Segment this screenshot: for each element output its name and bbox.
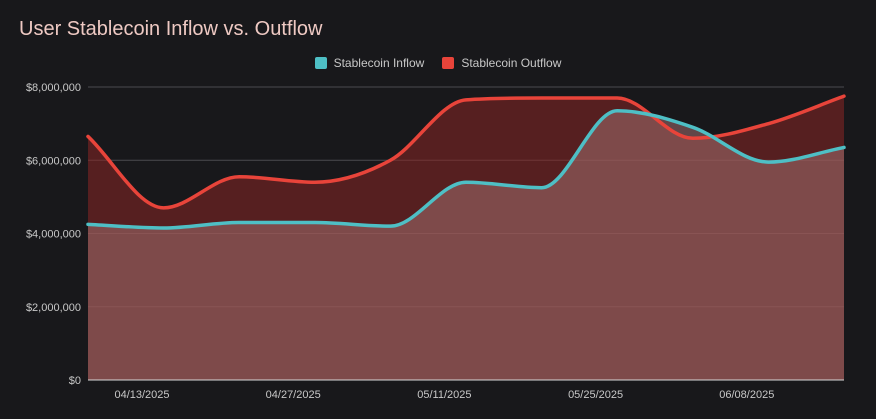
legend-item-outflow[interactable]: Stablecoin Outflow xyxy=(442,56,561,70)
x-tick-label: 04/13/2025 xyxy=(114,389,169,401)
legend: Stablecoin Inflow Stablecoin Outflow xyxy=(0,56,876,70)
y-tick-label: $2,000,000 xyxy=(26,302,81,314)
chart-title: User Stablecoin Inflow vs. Outflow xyxy=(19,18,323,40)
x-tick-label: 05/11/2025 xyxy=(417,389,471,401)
legend-swatch-inflow xyxy=(314,57,327,69)
x-tick-label: 04/27/2025 xyxy=(266,389,321,401)
series-line-inflow xyxy=(86,109,846,230)
legend-swatch-outflow xyxy=(442,57,455,69)
x-tick-label: 05/25/2025 xyxy=(568,389,623,401)
axes: $0 $2,000,000 $4,000,000 $6,000,000 $8,000,0… xyxy=(26,82,844,401)
series-line-outflow xyxy=(86,94,846,210)
series-lines xyxy=(86,94,846,230)
y-tick-label: $0 xyxy=(69,375,81,387)
legend-item-inflow[interactable]: Stablecoin Inflow xyxy=(314,56,425,70)
y-tick-label: $4,000,000 xyxy=(26,229,81,241)
area-inflow xyxy=(88,110,844,380)
area-fills xyxy=(88,96,844,380)
y-tick-label: $8,000,000 xyxy=(26,82,81,94)
x-tick-label: 06/08/2025 xyxy=(719,389,774,401)
legend-label-outflow: Stablecoin Outflow xyxy=(461,56,562,70)
y-tick-label: $6,000,000 xyxy=(26,155,81,167)
legend-label-inflow: Stablecoin Inflow xyxy=(333,56,425,70)
